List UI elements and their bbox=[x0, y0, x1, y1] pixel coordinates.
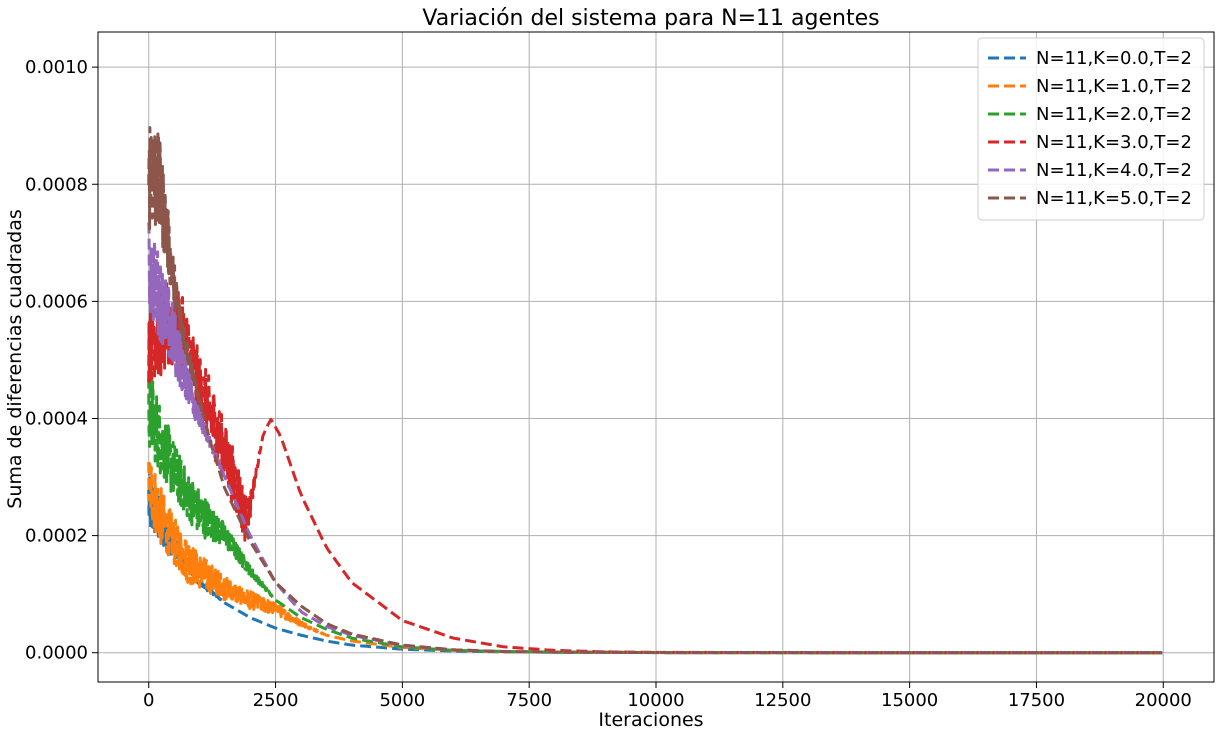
x-tick-label: 20000 bbox=[1135, 690, 1192, 711]
x-tick-label: 7500 bbox=[506, 690, 552, 711]
series-line-5 bbox=[147, 126, 1162, 655]
x-tick-label: 2500 bbox=[253, 690, 299, 711]
series-line-3 bbox=[147, 280, 1160, 655]
legend-label: N=11,K=0.0,T=2 bbox=[1036, 48, 1192, 69]
x-tick-label: 5000 bbox=[379, 690, 425, 711]
x-tick-label: 10000 bbox=[627, 690, 684, 711]
legend-label: N=11,K=1.0,T=2 bbox=[1036, 76, 1192, 97]
y-tick-label: 0.0008 bbox=[25, 174, 88, 195]
legend: N=11,K=0.0,T=2 N=11,K=1.0,T=2 N=11,K=2.0,T… bbox=[977, 37, 1205, 221]
series-group bbox=[147, 126, 1163, 655]
x-axis-ticks: 0 2500 5000 7500 10000 12500 15000 17500 20000 bbox=[143, 682, 1192, 711]
y-axis-ticks: 0.0000 0.0002 0.0004 0.0006 0.0008 0.0010 bbox=[25, 57, 98, 664]
x-tick-label: 17500 bbox=[1008, 690, 1065, 711]
legend-label: N=11,K=4.0,T=2 bbox=[1036, 160, 1192, 181]
y-tick-label: 0.0006 bbox=[25, 291, 88, 312]
y-axis-title: Suma de diferencias cuadradas bbox=[4, 209, 26, 508]
legend-label: N=11,K=3.0,T=2 bbox=[1036, 132, 1192, 153]
x-tick-label: 15000 bbox=[881, 690, 938, 711]
y-tick-label: 0.0002 bbox=[25, 526, 88, 547]
y-tick-label: 0.0010 bbox=[25, 57, 88, 78]
legend-box bbox=[977, 37, 1205, 221]
x-axis-title: Iteraciones bbox=[598, 709, 703, 731]
y-tick-label: 0.0000 bbox=[25, 643, 88, 664]
legend-label: N=11,K=5.0,T=2 bbox=[1036, 188, 1192, 209]
x-tick-label: 0 bbox=[143, 690, 154, 711]
legend-label: N=11,K=2.0,T=2 bbox=[1036, 104, 1192, 125]
y-tick-label: 0.0004 bbox=[25, 408, 88, 429]
chart-title: Variación del sistema para N=11 agentes bbox=[422, 6, 879, 31]
x-tick-label: 12500 bbox=[754, 690, 811, 711]
